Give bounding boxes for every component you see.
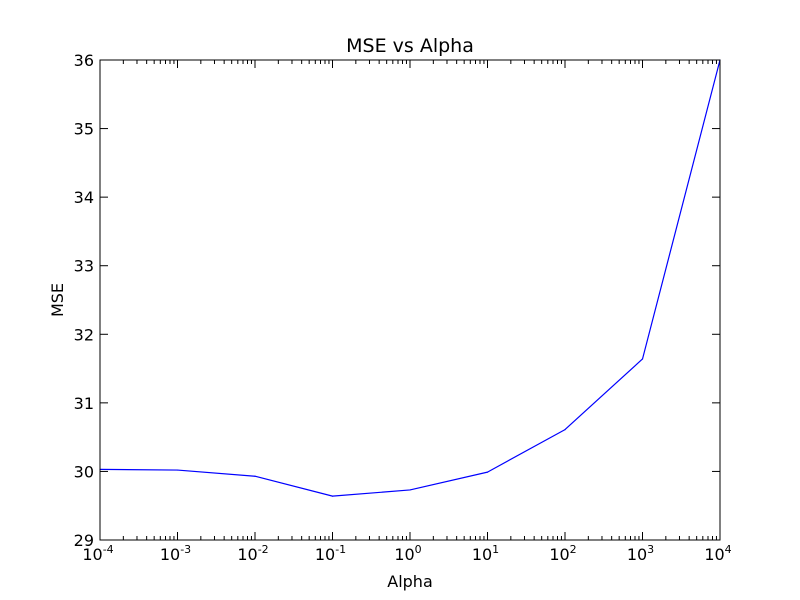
data-point: [176, 469, 179, 471]
x-tick-label: 10-4: [82, 543, 113, 564]
x-tick-label: 10-3: [160, 543, 191, 564]
x-tick-label: 100: [394, 543, 421, 564]
data-point: [331, 495, 334, 497]
y-axis-label: MSE: [48, 283, 67, 317]
x-tick-label: 10-1: [315, 543, 346, 564]
data-point: [564, 429, 566, 431]
x-tick-label: 102: [549, 543, 576, 564]
data-point: [254, 475, 256, 477]
data-point: [486, 471, 489, 473]
y-tick-label: 30: [74, 462, 94, 481]
y-tick-label: 32: [74, 325, 94, 344]
chart-title: MSE vs Alpha: [346, 35, 474, 57]
y-tick-label: 29: [74, 531, 94, 550]
y-tick-label: 34: [74, 188, 94, 207]
x-axis-label: Alpha: [387, 572, 433, 591]
plot-frame: [99, 59, 721, 541]
ticks-layer: 10-4 10-3 10-2 10-1 100 101 102 103 104 29 30 31 32 3…: [74, 51, 732, 564]
y-tick-label: 33: [74, 257, 94, 276]
x-tick-label: 10-2: [237, 543, 268, 564]
data-point: [409, 489, 411, 491]
y-tick-label: 36: [74, 51, 94, 70]
x-tick-label: 104: [704, 543, 731, 564]
data-point: [641, 358, 644, 360]
y-tick-label: 31: [74, 394, 94, 413]
x-tick-label: 103: [627, 543, 654, 564]
x-tick-label: 101: [472, 543, 499, 564]
y-tick-label: 35: [74, 120, 94, 139]
